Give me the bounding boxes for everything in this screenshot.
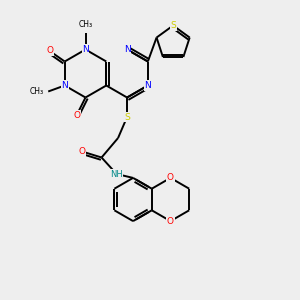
Text: O: O [46,46,53,56]
Text: N: N [145,81,151,90]
Text: CH₃: CH₃ [30,87,44,96]
Text: N: N [61,81,68,90]
Text: NH: NH [110,169,123,178]
Text: O: O [73,111,80,120]
Text: S: S [124,112,130,122]
Text: N: N [124,45,130,54]
Text: O: O [167,173,174,182]
Text: S: S [170,21,176,30]
Text: N: N [124,45,130,54]
Text: N: N [82,45,89,54]
Text: NH: NH [110,169,123,178]
Text: O: O [79,147,86,156]
Text: O: O [73,111,80,120]
Text: O: O [79,147,86,156]
Text: S: S [124,112,130,122]
Text: CH₃: CH₃ [78,20,93,29]
Text: O: O [46,46,53,56]
Text: N: N [61,81,68,90]
Text: O: O [167,217,174,226]
Text: N: N [82,45,89,54]
Text: O: O [167,217,174,226]
Text: O: O [167,173,174,182]
Text: N: N [145,81,151,90]
Text: S: S [170,21,176,30]
